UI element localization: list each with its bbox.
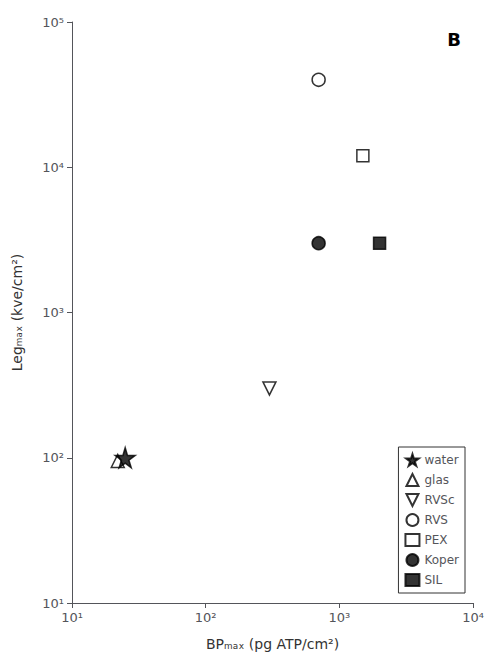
- svg-text:10¹: 10¹: [42, 596, 64, 611]
- svg-text:10²: 10²: [42, 450, 64, 465]
- svg-text:glas: glas: [424, 473, 449, 487]
- svg-text:SIL: SIL: [424, 573, 442, 587]
- svg-text:10³: 10³: [42, 305, 64, 320]
- svg-text:RVSc: RVSc: [424, 493, 454, 507]
- svg-text:10⁴: 10⁴: [42, 160, 64, 175]
- svg-text:10³: 10³: [328, 610, 350, 625]
- svg-text:Legₘₐₓ (kve/cm²): Legₘₐₓ (kve/cm²): [9, 254, 25, 372]
- svg-text:B: B: [447, 29, 461, 50]
- svg-text:water: water: [424, 453, 458, 467]
- svg-text:10⁵: 10⁵: [42, 15, 64, 30]
- svg-text:Koper: Koper: [424, 553, 459, 567]
- svg-text:10¹: 10¹: [61, 610, 83, 625]
- svg-text:PEX: PEX: [424, 533, 447, 547]
- svg-text:10⁴: 10⁴: [462, 610, 484, 625]
- svg-text:BPₘₐₓ (pg ATP/cm²): BPₘₐₓ (pg ATP/cm²): [206, 636, 339, 652]
- svg-text:10²: 10²: [195, 610, 217, 625]
- svg-text:RVS: RVS: [424, 513, 448, 527]
